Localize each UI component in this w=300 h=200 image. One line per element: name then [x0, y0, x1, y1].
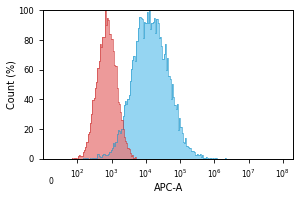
- Y-axis label: Count (%): Count (%): [7, 60, 17, 109]
- X-axis label: APC-A: APC-A: [154, 183, 183, 193]
- Text: 0: 0: [48, 177, 53, 186]
